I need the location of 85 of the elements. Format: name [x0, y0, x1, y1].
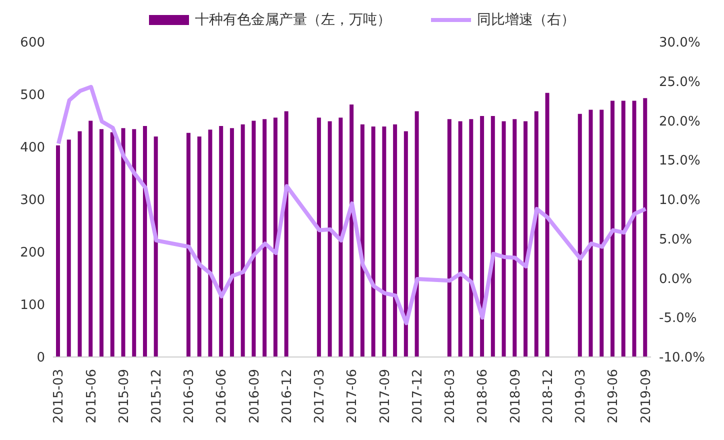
bar [132, 129, 136, 357]
x-tick-label: 2019-09 [638, 369, 654, 424]
x-tick-label: 2018-09 [508, 369, 524, 424]
x-tick-label: 2016-06 [214, 369, 230, 424]
bar [252, 120, 256, 357]
x-tick-label: 2019-03 [574, 369, 589, 424]
bar [121, 128, 126, 357]
bar [632, 100, 636, 357]
bar [393, 124, 398, 357]
y2-tick-label: 30.0% [659, 36, 700, 51]
bar [524, 121, 528, 357]
bar [404, 131, 408, 357]
y-tick-label: 600 [20, 36, 45, 51]
legend-label: 十种有色金属产量（左，万吨） [195, 11, 391, 29]
bar [545, 92, 550, 357]
y-tick-label: 500 [20, 88, 45, 104]
bar [99, 129, 104, 357]
bar [480, 116, 484, 357]
bar [88, 120, 93, 357]
bar [534, 111, 538, 357]
bar [66, 140, 71, 357]
bar [197, 136, 202, 357]
bar [414, 111, 419, 357]
x-tick-label: 2018-12 [540, 369, 556, 424]
x-tick-label: 2016-09 [247, 369, 262, 424]
bar [458, 121, 462, 357]
bar [230, 128, 234, 357]
x-tick-label: 2017-12 [410, 369, 426, 424]
bar [208, 130, 212, 357]
x-tick-label: 2017-09 [378, 369, 393, 424]
x-tick-label: 2017-03 [312, 369, 328, 424]
bar [588, 110, 593, 357]
bar [621, 100, 626, 357]
bar [262, 119, 267, 357]
bar [578, 114, 582, 357]
bar [284, 111, 288, 357]
x-tick-label: 2018-03 [443, 369, 458, 424]
bar [360, 124, 364, 357]
bar [502, 121, 506, 357]
y2-tick-label: 10.0% [659, 193, 700, 208]
line-series [56, 84, 648, 326]
bar [600, 110, 604, 357]
bar [240, 124, 245, 357]
legend-label: 同比增速（右） [477, 11, 575, 29]
x-tick-label: 2016-03 [182, 369, 198, 424]
y-tick-label: 400 [20, 140, 45, 156]
bar [338, 118, 343, 357]
bar [643, 98, 648, 357]
y-tick-label: 300 [20, 193, 45, 208]
x-tick-label: 2017-06 [345, 369, 360, 424]
y2-tick-label: 5.0% [659, 232, 692, 248]
y2-tick-label: 0.0% [659, 272, 692, 287]
bar [512, 119, 517, 357]
x-tick-label: 2016-12 [280, 369, 295, 424]
bar [219, 126, 224, 357]
bar [56, 145, 60, 357]
x-tick-label: 2015-12 [150, 369, 165, 424]
bar [78, 131, 82, 357]
y2-tick-label: -10.0% [659, 350, 705, 366]
y2-tick-label: 20.0% [659, 114, 700, 130]
x-tick-label: 2015-03 [52, 369, 67, 424]
bar [154, 136, 158, 357]
x-tick-label: 2018-06 [476, 369, 491, 424]
y2-tick-label: 25.0% [659, 74, 700, 90]
bar [273, 118, 278, 357]
bar [328, 121, 332, 357]
bar [110, 132, 114, 357]
x-tick-label: 2015-09 [116, 369, 132, 424]
bar [447, 119, 452, 357]
bar [469, 119, 474, 357]
x-tick-label: 2019-06 [606, 369, 622, 424]
bar [350, 104, 354, 357]
y-tick-label: 200 [20, 246, 45, 261]
bar [610, 100, 615, 357]
bar [316, 118, 321, 357]
bar [142, 126, 147, 357]
bar [371, 126, 376, 357]
y-tick-label: 100 [20, 298, 45, 314]
y2-tick-label: -5.0% [659, 311, 697, 326]
bar [490, 116, 495, 357]
bar [382, 126, 386, 357]
y2-tick-label: 15.0% [659, 154, 700, 169]
x-tick-label: 2015-06 [84, 369, 100, 424]
y-tick-label: 0 [36, 350, 45, 366]
bar [186, 132, 190, 357]
